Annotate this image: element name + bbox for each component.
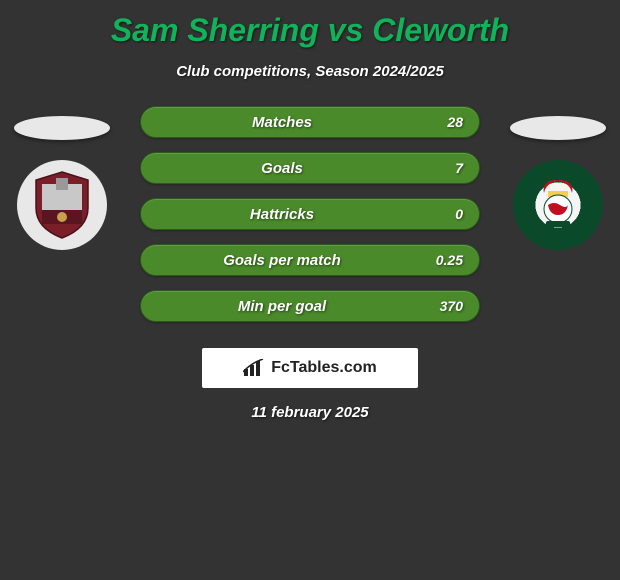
stat-label: Goals per match <box>141 252 423 269</box>
stat-label: Hattricks <box>141 206 423 223</box>
stat-bars: Matches 28 Goals 7 Hattricks 0 Goals per… <box>140 106 480 322</box>
comparison-title: Sam Sherring vs Cleworth <box>0 0 620 49</box>
stat-label: Matches <box>141 114 423 131</box>
stat-label: Min per goal <box>141 298 423 315</box>
player-right-column <box>510 116 606 250</box>
brand-logo-box: FcTables.com <box>202 348 418 388</box>
ellipse-placeholder-left <box>14 116 110 140</box>
stat-bar-matches: Matches 28 <box>140 106 480 138</box>
brand-text: FcTables.com <box>271 359 377 377</box>
stat-bar-min-per-goal: Min per goal 370 <box>140 290 480 322</box>
club-crest-left <box>17 160 107 250</box>
comparison-subtitle: Club competitions, Season 2024/2025 <box>0 63 620 80</box>
bar-chart-icon <box>243 359 265 377</box>
stat-value: 7 <box>423 160 463 176</box>
stat-value: 0.25 <box>423 252 463 268</box>
stat-value: 28 <box>423 114 463 130</box>
comparison-content: Matches 28 Goals 7 Hattricks 0 Goals per… <box>0 106 620 326</box>
shield-icon <box>32 170 92 240</box>
ellipse-placeholder-right <box>510 116 606 140</box>
stat-bar-goals: Goals 7 <box>140 152 480 184</box>
stat-value: 0 <box>423 206 463 222</box>
stat-value: 370 <box>423 298 463 314</box>
stat-label: Goals <box>141 160 423 177</box>
stat-bar-hattricks: Hattricks 0 <box>140 198 480 230</box>
dragon-crest-icon <box>528 175 588 235</box>
club-crest-right <box>513 160 603 250</box>
report-date: 11 february 2025 <box>0 404 620 421</box>
player-left-column <box>14 116 110 250</box>
stat-bar-goals-per-match: Goals per match 0.25 <box>140 244 480 276</box>
